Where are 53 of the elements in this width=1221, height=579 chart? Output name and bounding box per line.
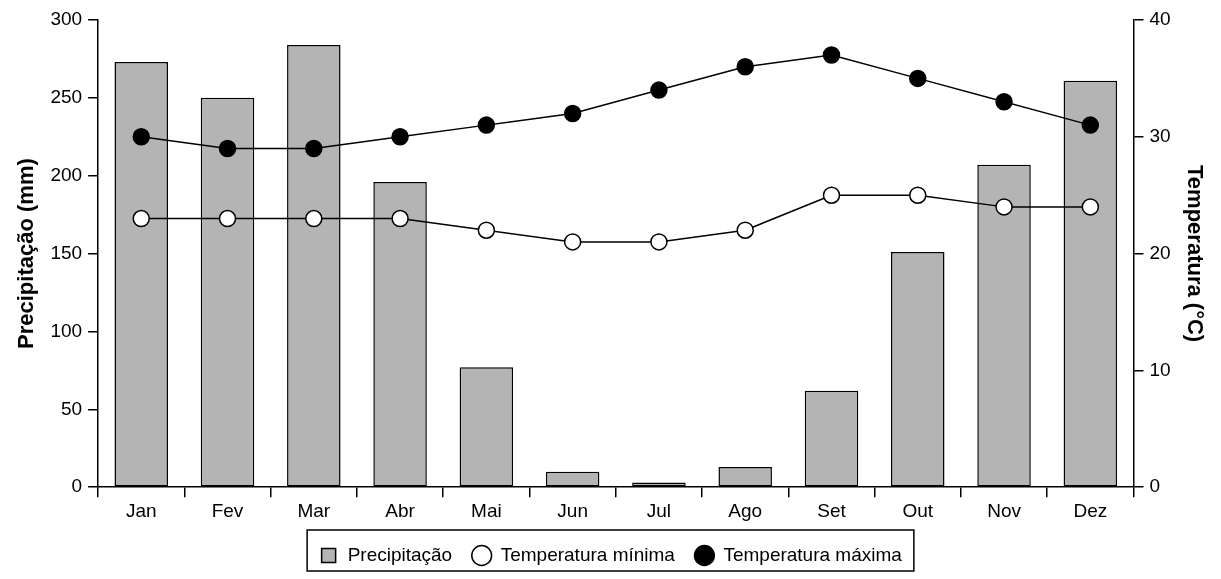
- point: [822, 186, 841, 204]
- x-tick-label: Out: [902, 499, 934, 521]
- y-tick-label: 100: [50, 319, 83, 341]
- y-axis-title: Precipitação (mm): [13, 158, 39, 349]
- y-tick-label: 0: [71, 475, 83, 497]
- y-tick-label: 150: [50, 241, 83, 263]
- y2-tick-label: 10: [1149, 358, 1171, 380]
- x-tick-label: Jul: [646, 499, 672, 521]
- point: [650, 233, 668, 251]
- point: [218, 209, 237, 228]
- x-tick-label: Set: [817, 499, 847, 521]
- y2-tick-label: 30: [1149, 125, 1171, 147]
- point: [822, 46, 841, 64]
- legend-label: Temperatura máxima: [723, 543, 903, 565]
- x-tick-label: Fev: [211, 499, 244, 521]
- y-tick-label: 300: [50, 8, 83, 30]
- x-tick-label: Dez: [1073, 499, 1108, 521]
- y2-axis-title: Temperatura (°C): [1182, 165, 1208, 343]
- x-tick-label: Abr: [385, 499, 416, 521]
- y-tick-label: 50: [60, 397, 83, 419]
- point: [132, 209, 150, 228]
- point: [736, 221, 754, 239]
- point: [391, 209, 409, 228]
- point: [305, 139, 323, 158]
- y2-tick-label: 20: [1149, 241, 1171, 263]
- point: [477, 116, 496, 134]
- point: [563, 233, 582, 251]
- x-tick-label: Mar: [297, 499, 331, 521]
- y2-tick-label: 40: [1149, 8, 1171, 30]
- legend-label: Precipitação: [347, 543, 453, 565]
- point: [305, 209, 323, 228]
- point: [736, 57, 754, 76]
- x-tick-label: Mai: [471, 499, 502, 521]
- y-tick-label: 250: [50, 86, 83, 108]
- point: [1081, 198, 1100, 216]
- point: [1081, 116, 1100, 134]
- x-tick-label: Jan: [125, 499, 157, 521]
- x-tick-label: Ago: [728, 499, 763, 521]
- point: [909, 186, 927, 204]
- legend-label: Temperatura mínima: [500, 543, 676, 565]
- point: [909, 69, 927, 88]
- point: [995, 198, 1013, 216]
- x-tick-label: Jun: [557, 499, 588, 521]
- point: [563, 104, 582, 123]
- point: [650, 81, 668, 99]
- point: [477, 221, 496, 239]
- point: [391, 128, 409, 146]
- point: [218, 139, 237, 158]
- y2-tick-label: 0: [1149, 475, 1161, 497]
- x-tick-label: Nov: [987, 499, 1022, 521]
- point: [995, 93, 1013, 111]
- y-tick-label: 200: [50, 163, 83, 185]
- point: [132, 128, 150, 146]
